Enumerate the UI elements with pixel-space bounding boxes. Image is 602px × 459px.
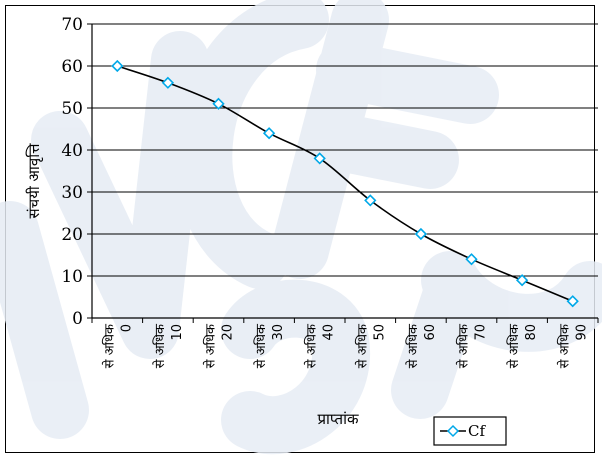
x-tick-label-number: 50	[372, 324, 387, 341]
x-tick-label: से अधिक 90	[557, 323, 590, 368]
y-tick-label: 0	[72, 309, 83, 329]
data-point	[566, 295, 579, 308]
x-tick-label-word: से अधिक	[506, 323, 522, 368]
data-point	[212, 97, 225, 110]
x-tick-label-number: 10	[170, 324, 185, 341]
x-tick-label-number: 20	[221, 324, 236, 341]
y-tick-label: 20	[61, 225, 83, 245]
y-tick-labels: 0 10 20 30 40 50 60 70	[61, 15, 83, 329]
data-point	[161, 76, 175, 89]
x-tick-label-word: से अधिक	[354, 323, 370, 368]
axes	[87, 23, 599, 323]
series-line	[117, 65, 574, 302]
x-tick-label-number: 0	[119, 324, 134, 332]
x-tick-label-word: से अधिक	[253, 323, 269, 368]
x-tick-label: से अधिक 20	[203, 323, 236, 368]
x-tick-label-word: से अधिक	[405, 323, 421, 368]
data-point	[364, 194, 377, 207]
x-tick-label: से अधिक 70	[456, 323, 489, 368]
data-point	[515, 274, 529, 287]
y-tick-label: 10	[61, 267, 83, 287]
x-tick-label-word: से अधिक	[152, 323, 168, 368]
x-tick-label-number: 40	[322, 324, 337, 341]
x-tick-label: से अधिक 50	[354, 323, 387, 368]
x-tick-label: से अधिक 10	[152, 323, 185, 368]
y-tick-label: 30	[61, 183, 83, 203]
x-tick-label-number: 90	[575, 324, 590, 341]
y-axis-label: संचयी आवृत्ति	[25, 143, 44, 219]
x-tick-label: से अधिक 60	[405, 323, 438, 368]
x-tick-label-number: 80	[524, 324, 539, 341]
data-point	[262, 127, 276, 140]
data-point	[414, 227, 428, 241]
data-point	[465, 253, 478, 266]
legend: Cf	[433, 416, 507, 446]
gridlines	[92, 23, 598, 277]
y-tick-label: 50	[61, 99, 83, 119]
y-tick-label: 70	[61, 15, 83, 35]
x-tick-label-word: से अधिक	[203, 323, 219, 368]
x-tick-label-word: से अधिक	[557, 323, 573, 368]
x-tick-label: से अधिक 80	[506, 323, 539, 368]
y-tick-label: 40	[61, 141, 83, 161]
x-tick-label-number: 30	[271, 324, 286, 341]
legend-label: Cf	[468, 422, 486, 440]
x-tick-label: से अधिक 30	[253, 323, 286, 368]
x-tick-labels: से अधिक 0 से अधिक 10 से अधिक 20 से अधिक 30 से अध…	[101, 323, 589, 368]
x-tick-label-word: से अधिक	[304, 323, 320, 368]
y-tick-label: 60	[61, 57, 83, 77]
x-tick-label-number: 70	[474, 324, 489, 341]
x-tick-label-word: से अधिक	[101, 323, 117, 368]
data-point	[313, 152, 326, 165]
series-cf	[111, 59, 579, 308]
data-point	[111, 59, 124, 73]
x-axis-label: प्राप्तांक	[318, 410, 359, 428]
legend-diamond-icon	[446, 424, 460, 438]
legend-box	[433, 416, 507, 446]
x-tick-label-word: से अधिक	[456, 323, 472, 368]
x-tick-label: से अधिक 0	[101, 323, 134, 368]
x-tick-label-number: 60	[423, 324, 438, 341]
x-tick-label: से अधिक 40	[304, 323, 337, 368]
